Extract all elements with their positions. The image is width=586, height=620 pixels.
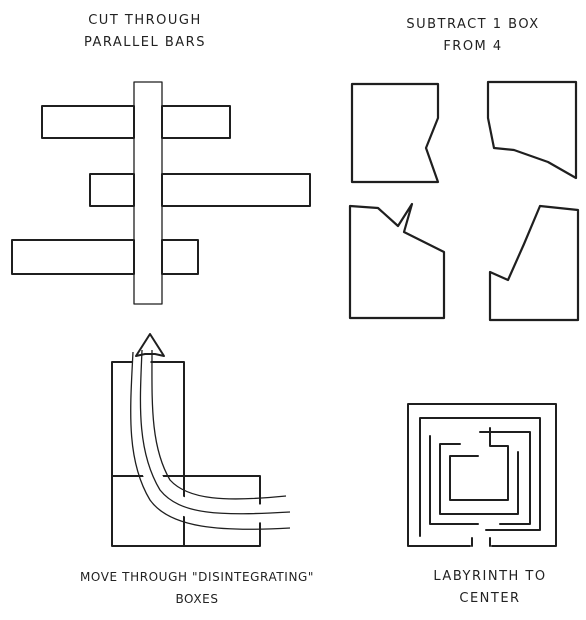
- labyrinth-center: [449, 427, 509, 501]
- cutting-channel: [133, 81, 163, 305]
- box-top-left: [350, 82, 440, 184]
- caption-line: PARALLEL BARS: [84, 35, 206, 50]
- panel-disintegrating-boxes: [111, 333, 291, 547]
- caption-line: LABYRINTH TO: [433, 569, 547, 584]
- caption-line: FROM 4: [443, 39, 503, 54]
- hatched-bar-top: [41, 105, 231, 139]
- caption-line: CENTER: [459, 591, 521, 606]
- panel-labyrinth: [407, 403, 557, 547]
- caption-cut-through-bars: CUT THROUGH PARALLEL BARS: [60, 10, 230, 54]
- caption-labyrinth: LABYRINTH TO CENTER: [410, 566, 570, 610]
- arrow-head-icon: [135, 333, 165, 357]
- caption-line: MOVE THROUGH "DISINTEGRATING": [79, 570, 315, 584]
- labyrinth-ring-3: [429, 431, 531, 525]
- panel-cut-through-bars: [11, 81, 311, 305]
- path-band: [131, 349, 291, 523]
- box-top-right: [486, 80, 578, 180]
- labyrinth-ring-1: [407, 403, 557, 547]
- caption-line: CUT THROUGH: [88, 13, 202, 28]
- labyrinth-ring-4: [439, 443, 519, 515]
- caption-line: BOXES: [175, 592, 219, 606]
- caption-disintegrating-boxes: MOVE THROUGH "DISINTEGRATING" BOXES: [62, 566, 332, 610]
- box-bottom-left: [348, 202, 446, 320]
- caption-subtract-box: SUBTRACT 1 BOX FROM 4: [378, 14, 568, 58]
- caption-line: SUBTRACT 1 BOX: [406, 17, 540, 32]
- hatched-bar-middle: [89, 173, 311, 207]
- panel-subtract-box: [348, 80, 580, 322]
- hatched-bar-bottom: [11, 239, 199, 275]
- box-bottom-right: [488, 204, 580, 322]
- labyrinth-ring-2: [419, 417, 541, 537]
